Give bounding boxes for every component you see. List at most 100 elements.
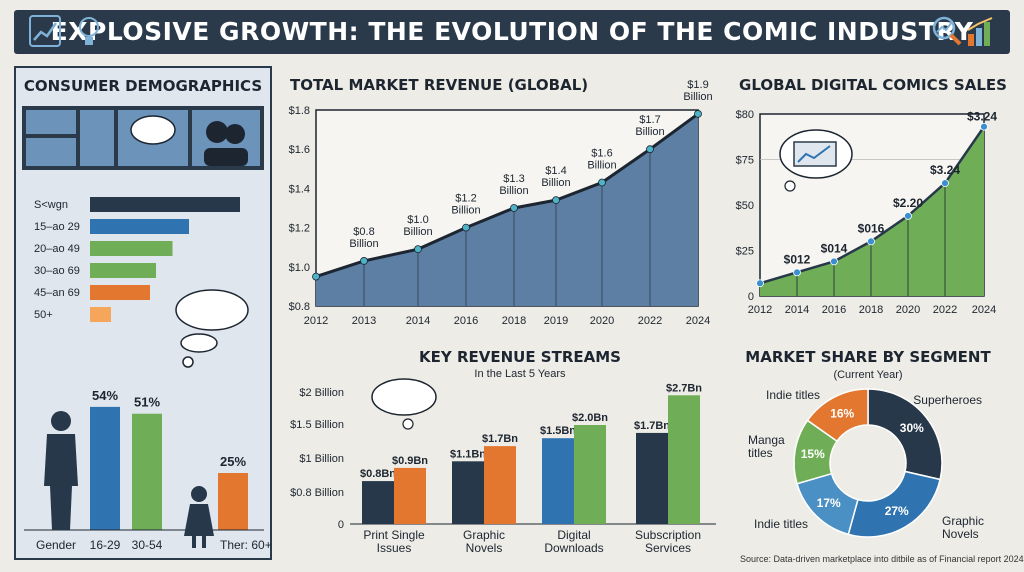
age-bar	[90, 197, 240, 212]
x-tick-label: 2014	[406, 315, 430, 327]
gender-bar	[132, 413, 162, 530]
sales-point	[830, 257, 838, 266]
sales-point	[980, 122, 988, 131]
thought-bubble-dot	[182, 356, 194, 368]
segment-label: Graphic Novels	[942, 514, 984, 541]
man-silhouette-body	[44, 434, 78, 530]
y-tick-label: 0	[748, 291, 754, 303]
segment-percent: 30%	[900, 421, 924, 435]
revenue-point	[694, 110, 702, 118]
revenue-stream-bar	[542, 438, 574, 524]
revenue-stream-value: $1.7Bn	[482, 433, 518, 445]
y-tick-label: $25	[736, 246, 754, 258]
y-tick-label: $1.6	[289, 144, 310, 156]
revenue-stream-bar	[394, 467, 426, 524]
revenue-streams-chart: KEY REVENUE STREAMS In the Last 5 Years 0 $…	[290, 348, 716, 555]
y-tick-label: $1.0	[289, 262, 310, 274]
segment-percent: 15%	[801, 447, 825, 461]
revenue-point	[462, 223, 470, 232]
revenue-stream-category: Graphic Novels	[463, 528, 505, 555]
revenue-point	[646, 145, 654, 154]
age-bar-label: 20–ao 49	[34, 243, 80, 255]
x-tick-label: 2012	[304, 315, 328, 327]
silhouette-icon	[206, 121, 228, 143]
segment-slice	[867, 388, 943, 481]
thought-bubble-cloud	[180, 333, 218, 353]
revenue-stream-value: $2.7Bn	[666, 382, 702, 394]
revenue-point	[510, 204, 518, 212]
age-bar	[90, 263, 156, 278]
line-chart-icon-frame	[29, 15, 61, 47]
comic-panel	[26, 110, 76, 134]
chart-title: GLOBAL DIGITAL COMICS SALES	[739, 76, 1007, 94]
chart-subtitle: (Current Year)	[833, 369, 902, 381]
x-tick-label: 2014	[785, 304, 809, 316]
y-tick-label: $1.5 Billion	[290, 419, 344, 431]
lightbulb-icon-bulb	[79, 17, 99, 37]
comic-panel	[80, 110, 114, 166]
x-tick-label: 2020	[896, 304, 920, 316]
chart-title: TOTAL MARKET REVENUE (GLOBAL)	[290, 76, 588, 94]
revenue-stream-bar	[574, 425, 606, 524]
market-share-chart: MARKET SHARE BY SEGMENT (Current Year) 30%…	[745, 348, 991, 541]
banner-icons	[29, 15, 993, 47]
age-bar-label: 15–ao 29	[34, 221, 80, 233]
x-tick-label: 2022	[638, 315, 662, 327]
age-bar-label: S<wgn	[34, 199, 68, 211]
silhouette-icon	[204, 148, 248, 166]
gender-axis-label: Gender	[36, 538, 76, 552]
segment-percent: 17%	[817, 496, 841, 510]
trend-bubble-icon	[779, 129, 853, 192]
age-bar-label: 45–an 69	[34, 287, 80, 299]
revenue-point	[360, 257, 368, 265]
sales-point	[756, 279, 764, 288]
y-tick-label: $1.4	[289, 183, 310, 195]
x-tick-label: 2018	[859, 304, 883, 316]
silhouette-icon	[225, 124, 245, 144]
sales-area	[760, 126, 984, 296]
revenue-point-label: $0.8 Billion	[349, 226, 378, 250]
sales-point-label: $3.24	[967, 110, 997, 124]
revenue-stream-category: Print Single Issues	[363, 528, 425, 555]
bar-chart-icon-bar	[976, 28, 982, 46]
age-bar-label: 50+	[34, 309, 53, 321]
segment-label: Indie titles	[754, 517, 808, 531]
lightbulb-icon-base	[85, 37, 93, 45]
magnifier-icon-handle	[949, 33, 962, 46]
y-tick-label: $0.8	[289, 301, 310, 313]
sales-point-label: $2.20	[893, 196, 923, 210]
man-silhouette-icon	[44, 411, 78, 530]
x-tick-label: 2012	[748, 304, 772, 316]
x-tick-label: 2018	[502, 315, 526, 327]
segment-label: Manga titles	[748, 433, 785, 460]
revenue-stream-category: Subscription Services	[635, 528, 701, 555]
thought-bubble-cloud	[175, 289, 249, 331]
y-tick-label: $1 Billion	[299, 453, 344, 465]
magnifier-icon-lens	[932, 16, 956, 40]
x-tick-label: 2024	[686, 315, 710, 327]
revenue-stream-bar	[636, 432, 668, 524]
revenue-stream-value: $0.8Bn	[360, 468, 396, 480]
girl-silhouette-leg	[192, 536, 196, 548]
revenue-stream-bar	[668, 395, 700, 524]
sales-point-label: $012	[784, 252, 811, 266]
revenue-point-label: $1.7 Billion	[635, 114, 664, 138]
age-bar	[90, 219, 189, 234]
revenue-stream-value: $0.9Bn	[392, 455, 428, 467]
gender-category-label: 30-54	[132, 538, 163, 552]
man-silhouette-head	[51, 411, 71, 431]
sales-point-label: $016	[858, 221, 885, 235]
y-tick-label: $50	[736, 200, 754, 212]
revenue-point-label: $1.3 Billion	[499, 173, 528, 197]
x-tick-label: 2020	[590, 315, 614, 327]
x-tick-label: 2024	[972, 304, 996, 316]
x-tick-label: 2019	[544, 315, 568, 327]
sales-point	[793, 268, 801, 277]
sales-point-label: $3.24	[930, 163, 960, 177]
digital-sales-chart: GLOBAL DIGITAL COMICS SALES 0 $25 $50 $75 $80…	[736, 76, 1007, 316]
chart-title: MARKET SHARE BY SEGMENT	[745, 348, 991, 366]
thought-bubble-dot	[402, 418, 414, 430]
line-chart-icon	[29, 15, 61, 47]
y-tick-label: $1.2	[289, 223, 310, 235]
girl-silhouette-leg	[202, 536, 206, 548]
